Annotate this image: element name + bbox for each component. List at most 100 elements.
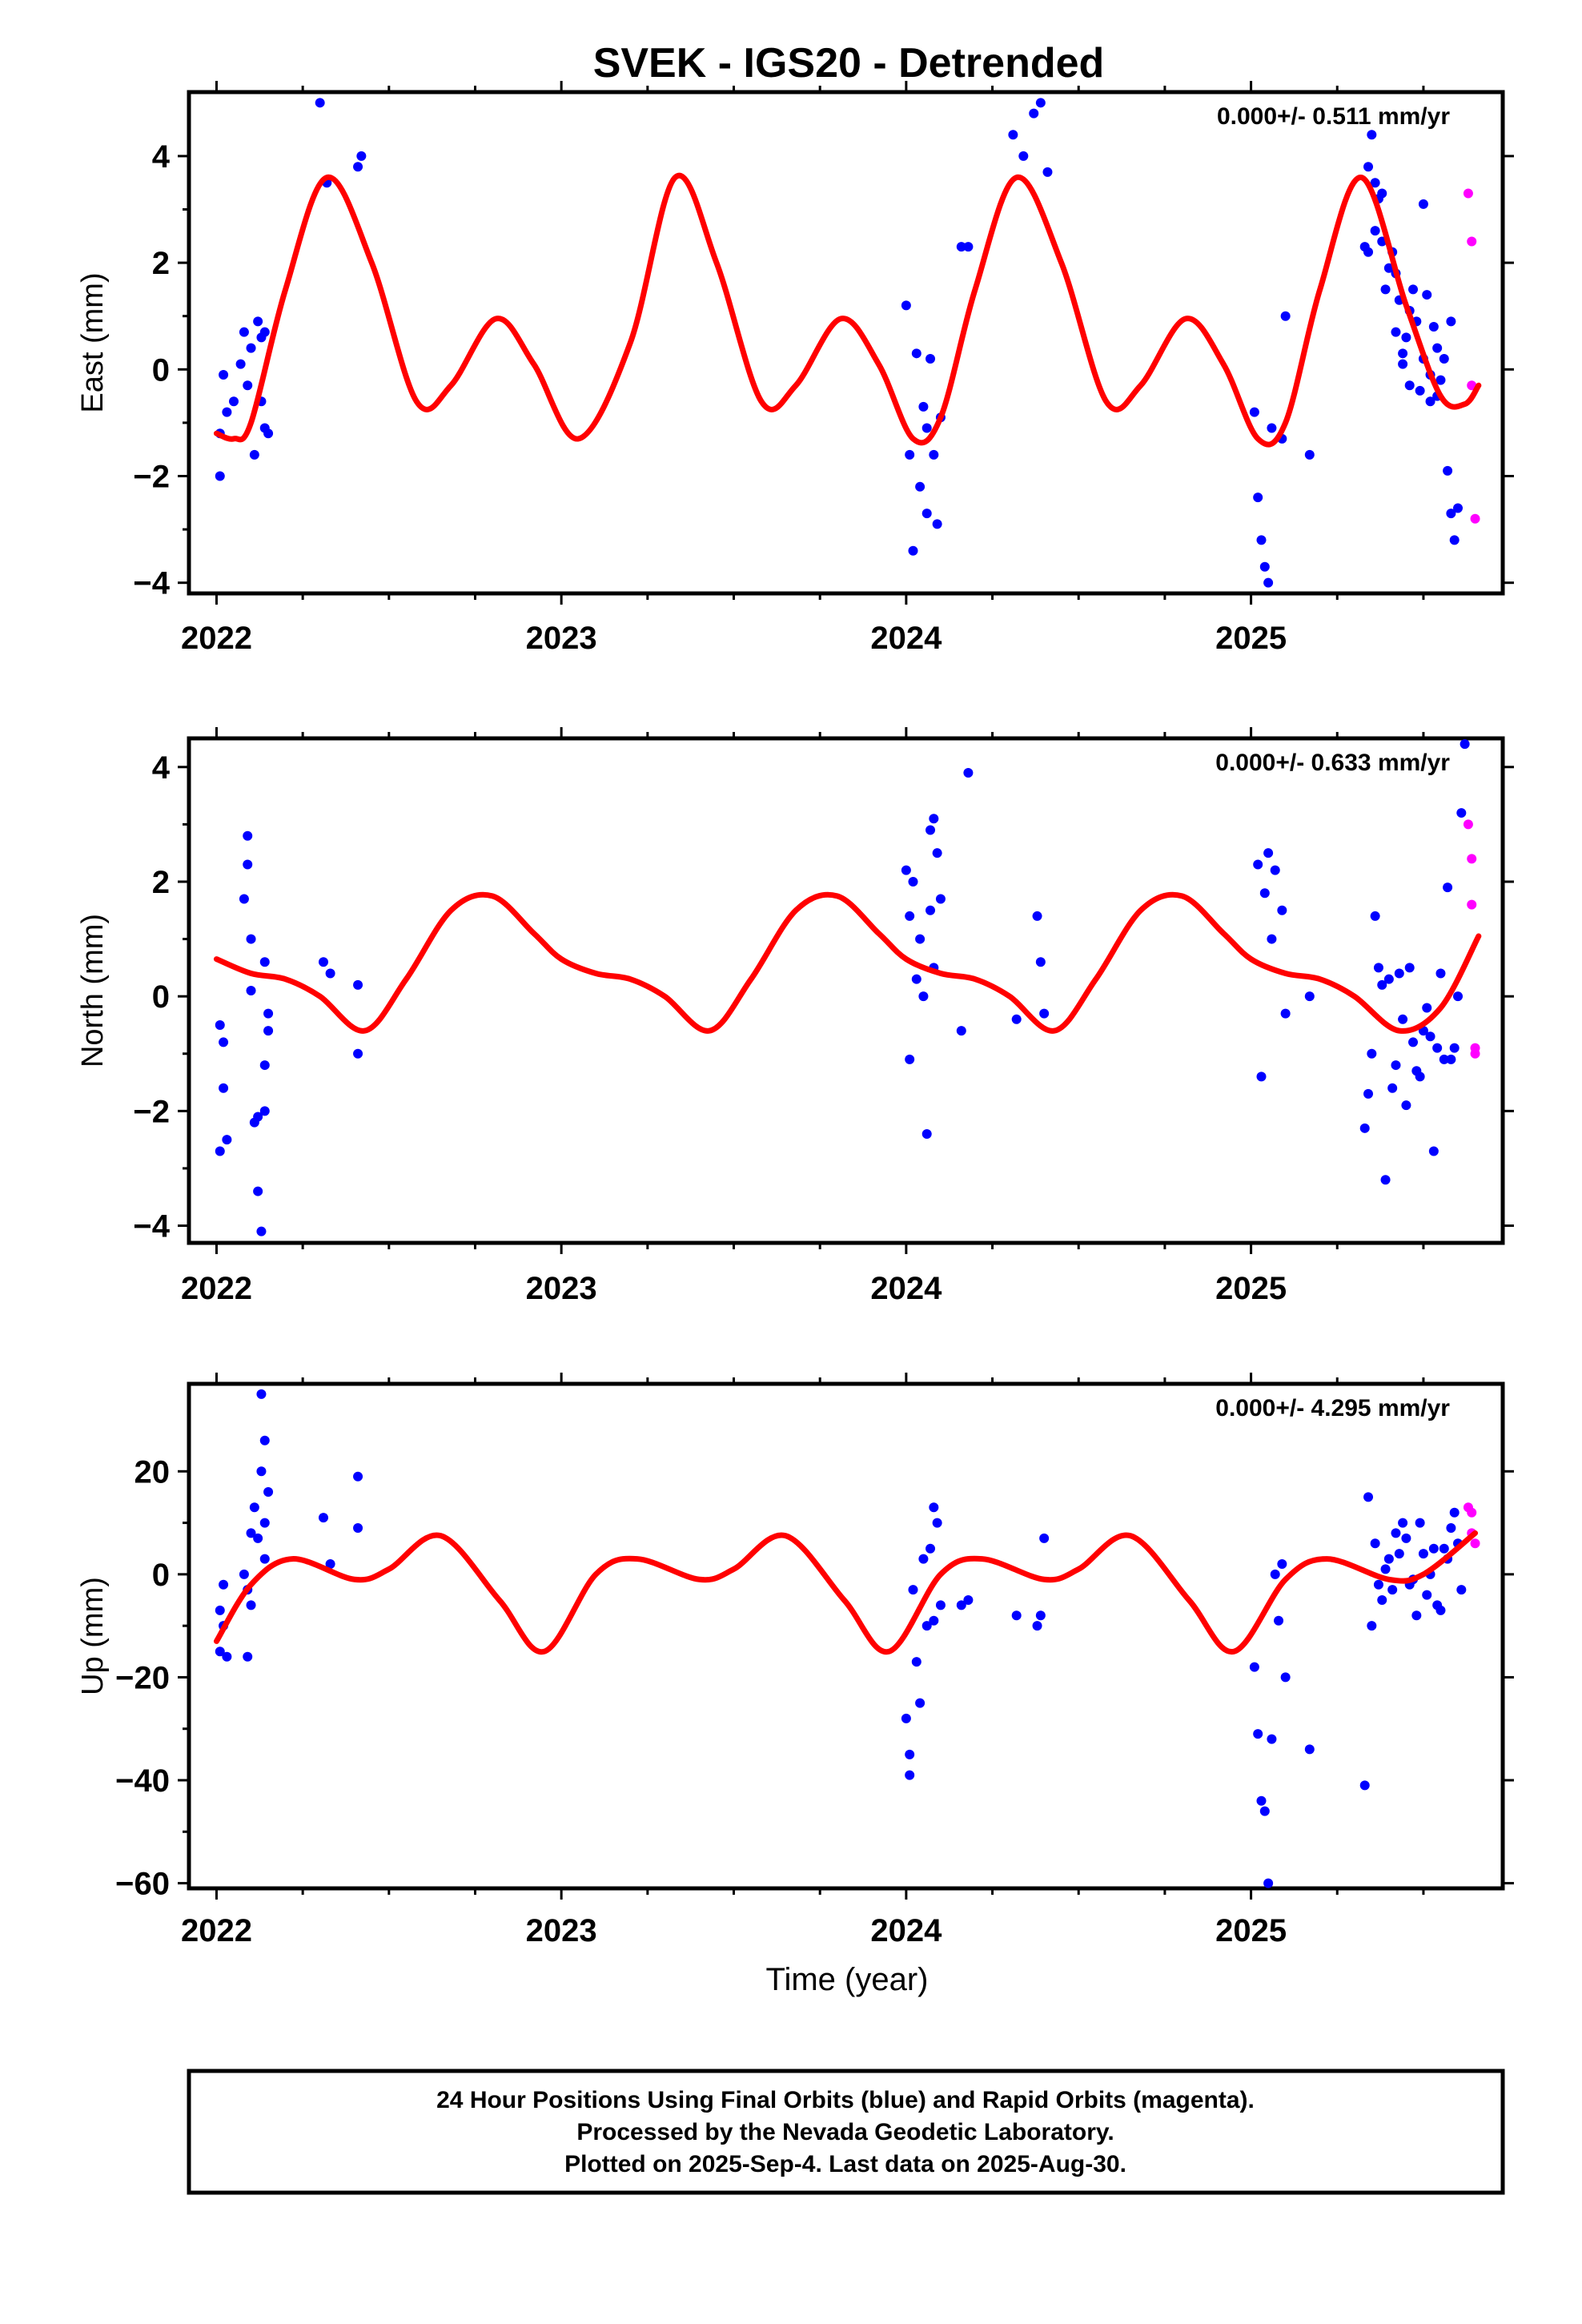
y-tick-label: 2	[152, 246, 170, 281]
final-orbit-point	[235, 359, 246, 369]
final-orbit-point	[222, 407, 232, 417]
x-axis-label: Time (year)	[766, 1962, 929, 1997]
final-orbit-point	[1304, 449, 1315, 460]
final-orbit-point	[325, 968, 335, 979]
final-orbit-point	[219, 1083, 229, 1093]
final-orbit-point	[215, 1605, 225, 1615]
final-orbit-point	[256, 1389, 267, 1399]
final-orbit-point	[1363, 1088, 1374, 1099]
final-orbit-point	[253, 1186, 263, 1196]
final-orbit-point	[325, 1559, 335, 1569]
final-orbit-point	[905, 911, 915, 921]
final-orbit-point	[263, 1026, 274, 1036]
final-orbit-point	[1422, 1590, 1432, 1600]
final-orbit-point	[905, 1054, 915, 1064]
final-orbit-point	[1422, 1003, 1432, 1013]
final-orbit-point	[926, 905, 936, 915]
final-orbit-point	[1267, 1734, 1277, 1744]
final-orbit-point	[905, 449, 915, 460]
final-orbit-point	[1415, 1518, 1425, 1528]
final-orbit-point	[1456, 808, 1467, 818]
final-orbit-point	[1277, 1559, 1287, 1569]
final-orbit-point	[1391, 327, 1401, 337]
final-orbit-point	[918, 1554, 929, 1564]
final-orbit-point	[926, 353, 936, 364]
final-orbit-point	[1259, 1806, 1270, 1816]
final-orbit-point	[259, 1518, 270, 1528]
plot-area-north	[213, 739, 1482, 1236]
final-orbit-point	[1422, 290, 1432, 300]
y-tick-label: −40	[115, 1763, 170, 1799]
final-orbit-point	[921, 423, 932, 433]
footer-line-2: Processed by the Nevada Geodetic Laborat…	[576, 2119, 1114, 2145]
rapid-orbit-point	[1463, 188, 1473, 199]
final-orbit-point	[219, 369, 229, 380]
final-orbit-point	[246, 934, 256, 944]
final-orbit-point	[926, 1543, 936, 1554]
final-orbit-point	[222, 1651, 232, 1662]
final-orbit-point	[1270, 865, 1280, 875]
y-tick-label: 0	[152, 1558, 170, 1593]
final-orbit-point	[908, 876, 918, 887]
final-orbit-point	[1391, 1528, 1401, 1538]
final-orbit-point	[1377, 188, 1387, 199]
final-orbit-point	[1259, 561, 1270, 572]
final-orbit-point	[1398, 1014, 1408, 1024]
final-orbit-point	[1401, 1100, 1411, 1111]
final-orbit-point	[259, 1554, 270, 1564]
final-orbit-point	[1373, 963, 1383, 973]
final-orbit-point	[1263, 1878, 1274, 1888]
final-orbit-point	[263, 1008, 274, 1019]
final-orbit-point	[219, 1579, 229, 1590]
final-orbit-point	[1249, 407, 1259, 417]
y-axis-label-up: Up (mm)	[76, 1577, 110, 1695]
final-orbit-point	[1435, 968, 1446, 979]
final-orbit-point	[1449, 1507, 1460, 1518]
final-orbit-point	[1398, 1518, 1408, 1528]
final-orbit-point	[1383, 263, 1394, 273]
final-orbit-point	[256, 1226, 267, 1236]
final-orbit-point	[243, 830, 253, 841]
final-orbit-point	[1411, 1066, 1422, 1076]
x-tick-label: 2022	[181, 1271, 252, 1306]
final-orbit-point	[1443, 883, 1453, 893]
final-orbit-point	[1411, 1610, 1422, 1621]
final-orbit-point	[1274, 1615, 1284, 1626]
chart-title: SVEK - IGS20 - Detrended	[593, 40, 1105, 86]
final-orbit-point	[1383, 1554, 1394, 1564]
final-orbit-point	[1280, 311, 1291, 321]
final-orbit-point	[318, 957, 328, 967]
final-orbit-point	[353, 1523, 363, 1533]
final-orbit-point	[1008, 130, 1018, 140]
final-orbit-point	[1029, 108, 1039, 119]
final-orbit-point	[905, 1770, 915, 1780]
x-tick-label: 2024	[870, 1913, 942, 1948]
final-orbit-point	[243, 380, 253, 391]
x-tick-label: 2025	[1215, 621, 1287, 656]
final-orbit-point	[929, 1502, 939, 1513]
final-orbit-point	[911, 348, 921, 359]
final-orbit-point	[1387, 1585, 1398, 1595]
final-orbit-point	[1391, 1060, 1401, 1071]
final-orbit-point	[1425, 396, 1435, 407]
final-orbit-point	[263, 428, 274, 439]
final-orbit-point	[926, 825, 936, 835]
final-orbit-point	[239, 894, 249, 904]
final-orbit-point	[1277, 905, 1287, 915]
final-orbit-point	[246, 343, 256, 353]
final-orbit-point	[1370, 178, 1380, 188]
model-curve-up	[213, 1530, 1479, 1655]
final-orbit-point	[1432, 1600, 1443, 1610]
final-orbit-point	[1387, 1083, 1398, 1093]
final-orbit-point	[932, 848, 942, 858]
final-orbit-point	[259, 1060, 270, 1071]
footer-line-3: Plotted on 2025-Sep-4. Last data on 2025…	[564, 2151, 1126, 2177]
final-orbit-point	[1453, 991, 1464, 1002]
final-orbit-point	[1449, 1043, 1460, 1053]
final-orbit-point	[1373, 1579, 1383, 1590]
final-orbit-point	[1253, 859, 1263, 870]
final-orbit-point	[353, 1048, 363, 1059]
final-orbit-point	[239, 1569, 249, 1579]
final-orbit-point	[318, 1513, 328, 1523]
